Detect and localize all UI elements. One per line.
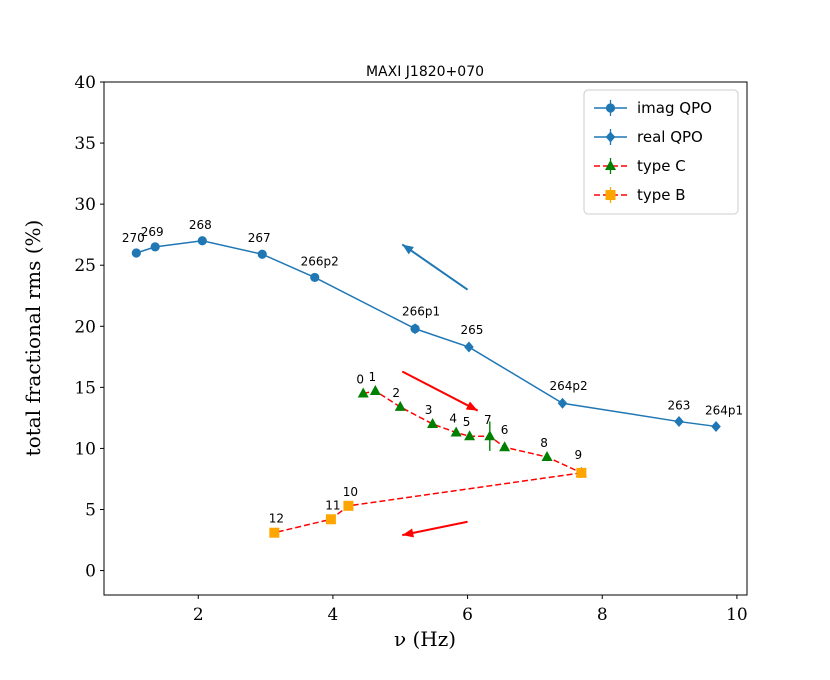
legend-label: type C xyxy=(637,157,686,175)
y-tick-label: 40 xyxy=(74,73,96,93)
data-label: 4 xyxy=(449,412,457,426)
series-line xyxy=(274,472,582,534)
data-point xyxy=(357,387,369,398)
y-tick-label: 35 xyxy=(74,134,96,154)
data-point xyxy=(674,416,684,428)
y-axis-label: total fractional rms (%) xyxy=(21,220,45,457)
data-label: 270 xyxy=(122,231,145,245)
legend-marker xyxy=(605,190,616,200)
data-label: 265 xyxy=(460,323,483,337)
y-tick-label: 25 xyxy=(74,256,96,276)
data-label: 1 xyxy=(369,370,377,384)
data-label: 5 xyxy=(463,415,471,429)
x-tick-label: 2 xyxy=(193,605,204,625)
x-tick-label: 8 xyxy=(597,605,608,625)
direction-arrow-head xyxy=(465,401,478,411)
direction-arrow-head xyxy=(402,528,414,538)
data-label: 9 xyxy=(575,448,583,462)
data-point xyxy=(541,450,553,461)
legend-marker xyxy=(605,103,616,113)
x-tick-label: 10 xyxy=(726,605,748,625)
data-label: 6 xyxy=(501,423,509,437)
plot-frame xyxy=(103,81,748,596)
data-point xyxy=(325,514,336,525)
data-point xyxy=(394,400,406,411)
series-line xyxy=(363,390,582,474)
chart-title: MAXI J1820+070 xyxy=(366,64,484,80)
y-tick-label: 15 xyxy=(74,378,96,398)
legend-label: type B xyxy=(637,186,686,204)
data-label: 268 xyxy=(189,218,212,232)
data-label: 266p2 xyxy=(301,254,339,268)
data-point xyxy=(150,242,160,252)
data-point xyxy=(257,249,267,259)
data-label: 2 xyxy=(392,386,400,400)
legend-box xyxy=(583,89,739,215)
direction-arrow-head xyxy=(402,244,414,255)
data-label: 269 xyxy=(141,225,164,239)
data-point xyxy=(464,341,474,353)
direction-arrow-shaft xyxy=(402,520,468,537)
legend-label: imag QPO xyxy=(637,99,712,117)
data-point xyxy=(557,397,568,409)
data-point xyxy=(343,500,354,511)
y-tick-label: 20 xyxy=(74,317,96,337)
data-point xyxy=(499,441,511,452)
data-label: 11 xyxy=(325,498,340,512)
y-tick-label: 0 xyxy=(85,562,96,582)
data-label: 10 xyxy=(343,485,358,499)
legend-marker xyxy=(605,160,616,170)
x-axis-label: ν (Hz) xyxy=(394,627,456,651)
x-tick-label: 6 xyxy=(462,605,473,625)
legend: imag QPO real QPO type C type B xyxy=(583,89,739,215)
data-point xyxy=(576,467,587,478)
data-point xyxy=(131,248,141,258)
data-point xyxy=(369,385,381,396)
legend-label: real QPO xyxy=(637,128,703,146)
data-label: 3 xyxy=(425,403,433,417)
data-point xyxy=(484,430,496,441)
data-point xyxy=(450,426,462,437)
data-label: 266p1 xyxy=(402,305,440,319)
y-tick-label: 5 xyxy=(85,501,96,521)
data-point xyxy=(711,420,721,432)
data-point xyxy=(427,418,439,428)
direction-arrow-shaft xyxy=(401,370,479,412)
data-label: 264p2 xyxy=(549,379,587,393)
direction-arrow-shaft xyxy=(401,243,469,291)
data-point xyxy=(310,272,320,283)
data-label: 7 xyxy=(484,413,492,427)
data-label: 267 xyxy=(248,231,271,245)
y-tick-label: 10 xyxy=(74,439,96,459)
x-tick-label: 4 xyxy=(328,605,339,625)
legend-marker xyxy=(605,131,616,143)
data-label: 0 xyxy=(356,372,364,386)
data-label: 8 xyxy=(540,436,548,450)
data-label: 263 xyxy=(668,399,691,413)
data-point xyxy=(197,236,207,246)
data-label: 12 xyxy=(269,512,284,526)
data-point xyxy=(464,430,476,441)
data-point xyxy=(269,527,280,538)
data-label: 264p1 xyxy=(705,403,743,417)
data-point xyxy=(410,323,420,335)
y-tick-label: 30 xyxy=(74,195,96,215)
